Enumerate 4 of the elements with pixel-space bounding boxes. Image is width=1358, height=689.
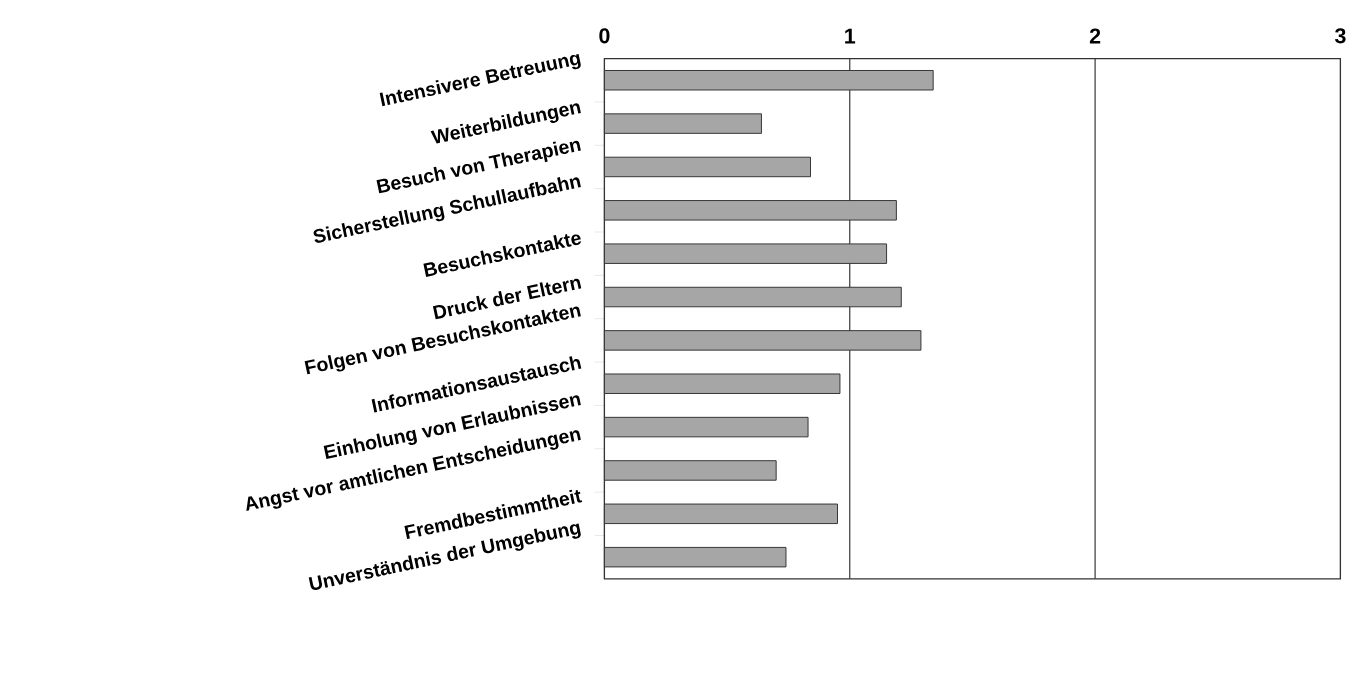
x-tick-label: 3: [1334, 28, 1346, 44]
x-tick-label: 2: [1089, 28, 1101, 44]
x-tick-label: 0: [599, 28, 610, 44]
x-tick-label: 1: [845, 28, 856, 44]
